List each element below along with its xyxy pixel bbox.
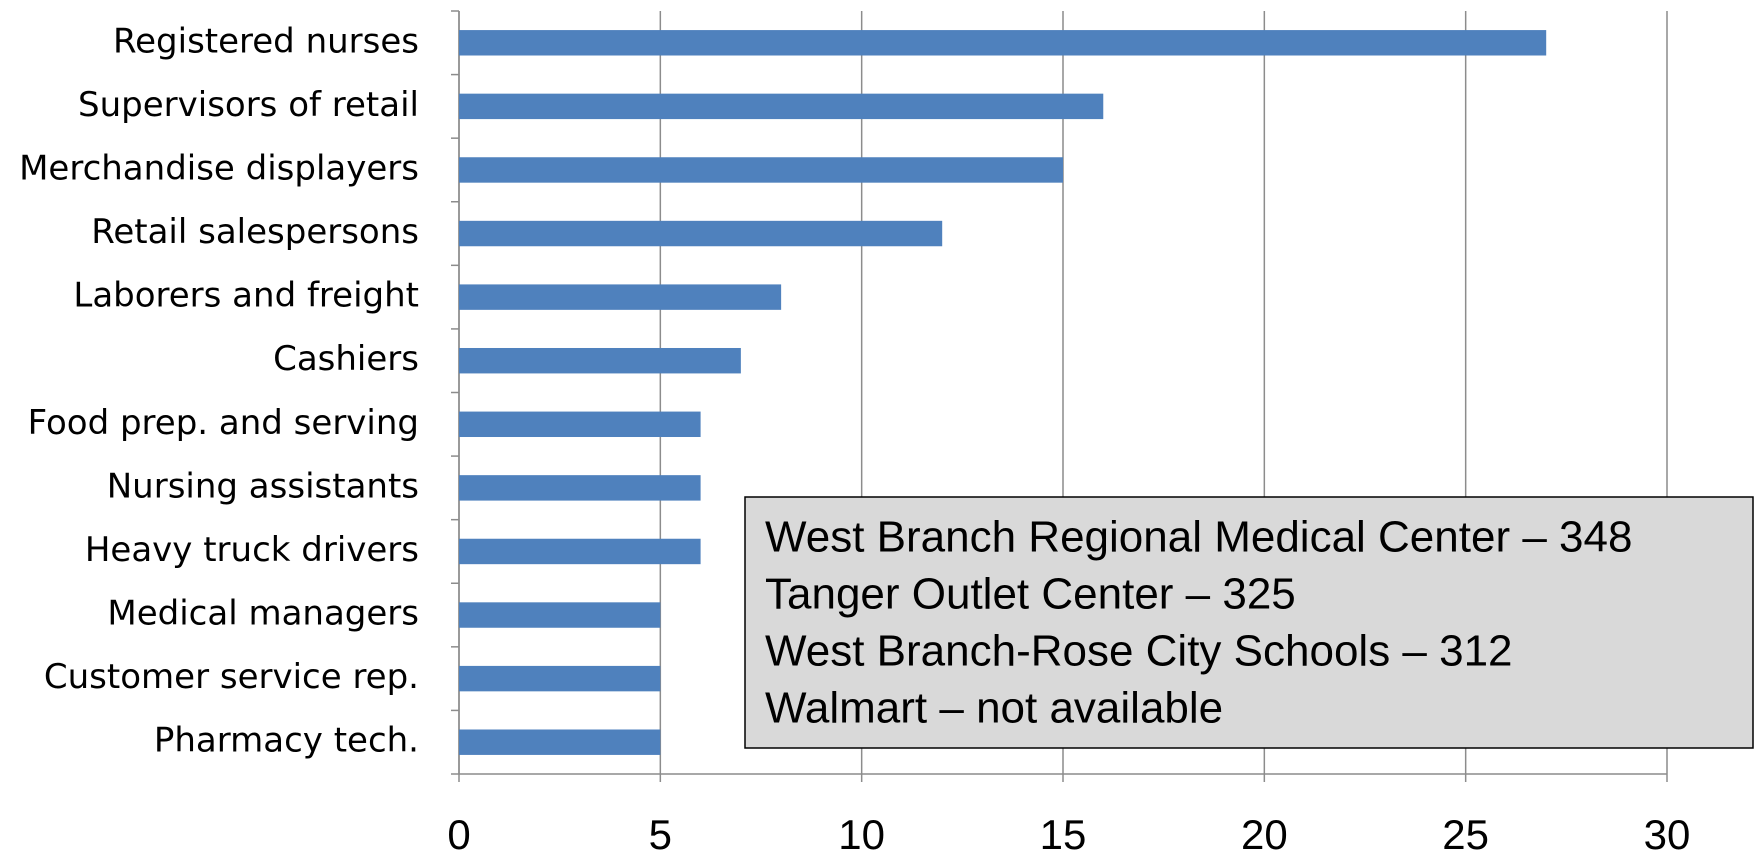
x-tick-label: 30 (1644, 811, 1691, 853)
x-tick-label: 5 (649, 811, 672, 853)
bar (459, 475, 701, 501)
x-tick-label: 25 (1442, 811, 1489, 853)
y-tick-label: Laborers and freight (73, 276, 419, 316)
annotation-box (744, 496, 1754, 749)
bar (459, 538, 701, 565)
y-tick-label: Pharmacy tech. (154, 721, 419, 761)
bar (459, 93, 1104, 120)
bar (459, 30, 1547, 56)
y-tick-label: Medical managers (107, 594, 419, 634)
y-tick-label: Merchandise displayers (19, 148, 419, 188)
y-tick-label: Cashiers (273, 339, 419, 379)
bar (459, 347, 741, 374)
annotation: West Branch Regional Medical Center – 34… (765, 513, 1632, 562)
y-tick-label: Customer service rep. (44, 657, 419, 697)
bar (459, 665, 661, 692)
x-tick-label: 20 (1241, 811, 1288, 853)
y-tick-label: Retail salespersons (91, 212, 419, 252)
bar (459, 411, 701, 438)
bar (459, 157, 1063, 183)
bar (459, 220, 943, 247)
y-tick-label: Supervisors of retail (78, 85, 419, 125)
y-tick-label: Registered nurses (113, 21, 419, 61)
y-tick-label: Nursing assistants (107, 466, 419, 506)
bar (459, 602, 661, 628)
y-tick-label: Heavy truck drivers (85, 530, 419, 570)
annotation: West Branch-Rose City Schools – 312 (765, 627, 1513, 676)
x-tick-label: 0 (447, 811, 470, 853)
y-tick-label: Food prep. and serving (28, 403, 419, 443)
x-tick-label: 10 (838, 811, 885, 853)
annotation: Tanger Outlet Center – 325 (765, 570, 1296, 619)
bar (459, 284, 782, 310)
x-tick-label: 15 (1040, 811, 1087, 853)
bar (459, 729, 661, 755)
annotation: Walmart – not available (765, 684, 1223, 733)
